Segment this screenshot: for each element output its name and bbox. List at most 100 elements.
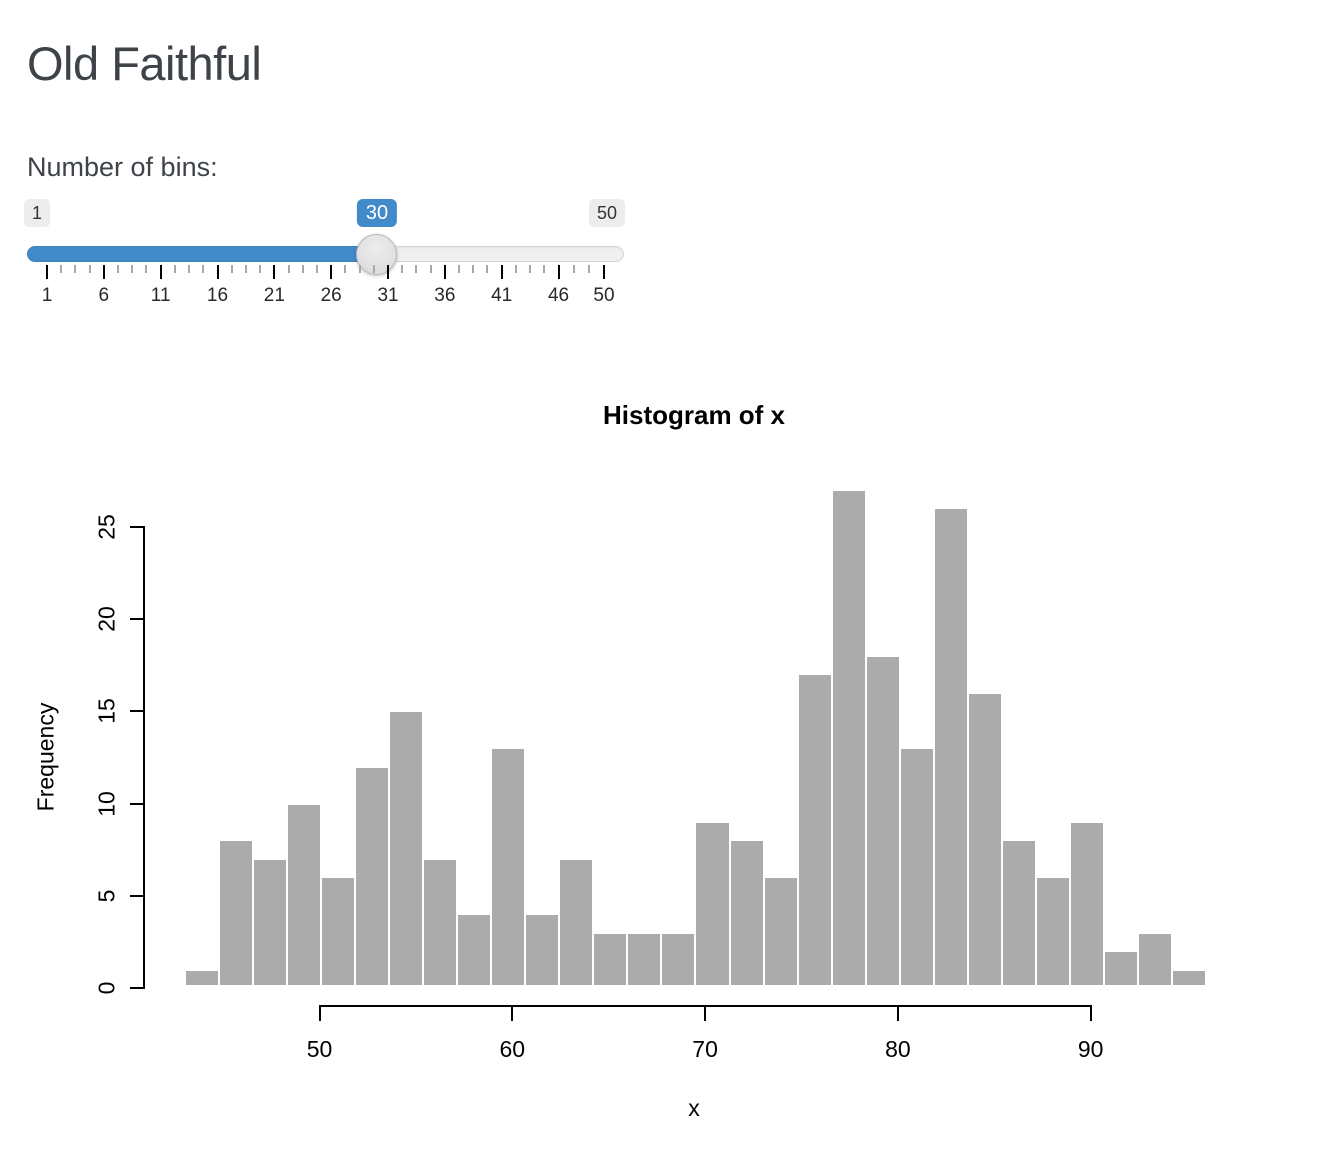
histogram-bar [830, 488, 867, 987]
slider-handle[interactable] [356, 234, 397, 275]
histogram-bar [1171, 968, 1208, 987]
slider-grid-label[interactable]: 41 [491, 285, 513, 306]
slider-grid-minor-tick [315, 265, 318, 273]
histogram-bar [626, 931, 663, 987]
page-title: Old Faithful [27, 37, 262, 90]
histogram-bar [558, 857, 595, 987]
slider-grid-minor-tick [415, 265, 418, 273]
slider-grid-major-tick [443, 265, 446, 279]
slider-grid-minor-tick [287, 265, 290, 273]
y-tick-label: 20 [93, 606, 120, 632]
slider-grid-label[interactable]: 16 [206, 285, 229, 306]
slider-grid-minor-tick [529, 265, 532, 273]
slider-grid-major-tick [557, 265, 560, 279]
slider-grid-label[interactable]: 31 [377, 285, 399, 306]
slider-grid-minor-tick [344, 265, 347, 273]
histogram-bar [592, 931, 629, 987]
slider-grid-label[interactable]: 11 [150, 285, 171, 306]
slider-min-label: 1 [24, 199, 51, 227]
slider-grid-minor-tick [244, 265, 247, 273]
y-tick-label: 25 [93, 513, 120, 540]
histogram-bar [932, 507, 969, 987]
histogram-bar [456, 913, 493, 987]
slider-grid-minor-tick [202, 265, 205, 273]
slider-grid-minor-tick [429, 265, 432, 273]
slider-grid-label[interactable]: 46 [547, 285, 570, 306]
histogram-bar [251, 857, 288, 987]
slider-grid-minor-tick [259, 265, 262, 273]
slider-grid-minor-tick [173, 265, 176, 273]
slider-grid-label[interactable]: 1 [41, 285, 53, 306]
histogram-bar [898, 747, 935, 987]
slider-grid-minor-tick [401, 265, 404, 273]
y-axis-tick [130, 710, 145, 713]
y-axis-tick [130, 987, 145, 989]
histogram-bar [1069, 820, 1106, 987]
plot-title: Histogram of x [602, 400, 786, 430]
histogram-bar [353, 765, 390, 987]
slider-grid-label[interactable]: 26 [320, 285, 342, 306]
slider-grid-minor-tick [514, 265, 517, 273]
histogram-bar [319, 876, 356, 987]
slider-grid-minor-tick [486, 265, 489, 273]
slider-grid-minor-tick [372, 265, 375, 273]
slider-grid-major-tick [102, 265, 105, 279]
x-axis-tick [704, 1005, 707, 1021]
bins-slider-label: Number of bins: [27, 152, 218, 182]
x-tick-label: 60 [499, 1036, 526, 1062]
x-axis-tick [1089, 1005, 1092, 1021]
y-tick-label: 5 [93, 889, 120, 903]
histogram-bar [762, 876, 799, 987]
y-axis-tick [130, 618, 145, 620]
histogram-bar [183, 968, 220, 987]
y-tick-label: 0 [93, 981, 120, 995]
slider-grid-major-tick [159, 265, 162, 279]
y-tick-label: 10 [93, 790, 120, 817]
slider-grid-minor-tick [587, 265, 590, 273]
x-axis-tick [511, 1005, 514, 1021]
slider-value-label: 30 [356, 199, 398, 227]
x-axis-label: x [688, 1095, 700, 1121]
y-axis-label: Frequency [32, 702, 59, 812]
slider-grid-label[interactable]: 6 [98, 285, 110, 306]
slider-grid-major-tick [273, 265, 276, 279]
y-axis [143, 525, 145, 989]
histogram-bar [490, 747, 527, 987]
histogram-bar [728, 839, 765, 987]
slider-grid-minor-tick [145, 265, 148, 273]
slider-grid-minor-tick [358, 265, 361, 273]
x-tick-label: 70 [692, 1036, 718, 1062]
x-tick-label: 50 [306, 1036, 333, 1062]
x-axis-tick [896, 1005, 899, 1021]
slider-grid-minor-tick [301, 265, 304, 273]
histogram-bar [660, 931, 697, 987]
slider-grid-major-tick [330, 265, 333, 279]
slider-grid-minor-tick [188, 265, 191, 273]
histogram-bar [864, 654, 901, 987]
slider-grid-minor-tick [572, 265, 575, 273]
histogram-bar [1137, 931, 1174, 987]
histogram-bar [694, 820, 731, 987]
slider-grid-major-tick [387, 265, 390, 279]
histogram-bar [796, 673, 833, 987]
y-axis-tick [130, 802, 145, 805]
slider-grid-label[interactable]: 50 [593, 285, 615, 306]
histogram-bar [285, 802, 322, 987]
slider-filled-bar [27, 246, 378, 262]
y-axis-tick [130, 525, 145, 528]
y-axis-tick [130, 894, 145, 897]
slider-grid-label[interactable]: 21 [263, 285, 285, 306]
slider-grid-label[interactable]: 36 [434, 285, 456, 306]
histogram-bar [1103, 950, 1140, 987]
y-tick-label: 15 [93, 698, 120, 725]
slider-grid-minor-tick [74, 265, 77, 273]
slider-grid-minor-tick [472, 265, 475, 273]
slider-grid-minor-tick [458, 265, 461, 273]
histogram-bar [966, 691, 1003, 987]
slider-grid-minor-tick [131, 265, 134, 273]
histogram-bar [524, 913, 561, 987]
histogram-bar [217, 839, 254, 987]
slider-max-label: 50 [589, 199, 626, 227]
histogram-bar [1001, 839, 1038, 987]
slider-grid-major-tick [603, 265, 605, 279]
